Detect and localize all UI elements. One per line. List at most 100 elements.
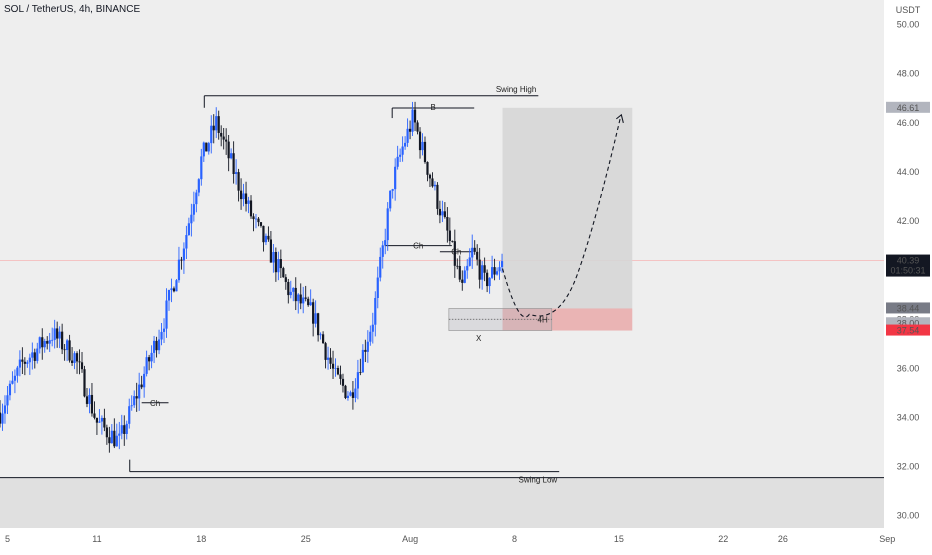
candle-body-28 [68,340,71,361]
candle-body-113 [279,259,282,269]
candle-body-84 [207,143,210,152]
candle-body-156 [386,208,389,241]
candle-body-160 [396,156,399,167]
long-position-target-zone [502,107,633,309]
price-tag-label-3: 38.00 [897,318,920,328]
candle-body-51 [125,423,128,434]
candle-body-196 [486,272,489,287]
candle-body-69 [170,288,173,291]
candle-body-147 [364,349,367,352]
chart-symbol-title: SOL / TetherUS, 4h, BINANCE [4,4,141,15]
candle-body-106 [262,225,265,243]
candle-body-58 [143,373,146,388]
candle-body-54 [133,396,136,406]
candle-body-184 [456,265,459,267]
candle-body-87 [215,116,218,131]
candle-body-111 [274,251,277,273]
candle-body-119 [294,287,297,302]
candle-body-176 [436,184,439,209]
candle-body-142 [351,392,355,398]
price-tag-label-2: 38.44 [897,303,920,313]
candle-body-138 [341,378,345,386]
candle-body-132 [326,357,330,360]
price-tick-label-2: 34.00 [897,412,920,422]
candle-body-195 [483,265,486,273]
candle-body-85 [210,125,213,144]
candle-body-82 [202,142,205,157]
candle-body-183 [453,241,456,266]
candle-body-187 [463,270,466,283]
candle-body-53 [130,405,133,407]
time-tick-label-0: 5 [5,534,10,544]
price-tag-bg-2 [886,302,930,314]
candle-body-74 [182,248,186,261]
candle-body-188 [466,265,469,271]
candle-body-34 [83,369,86,397]
time-axis[interactable]: 5 11 18 25 Aug 8 15 22 26 Sep [0,528,932,550]
price-tag-label-0: 46.61 [897,103,920,113]
chart-canvas[interactable]: 4H Swing High Swing Low B Ch Ch Ch X [0,0,884,528]
candle-body-130 [321,334,325,344]
choch-label-0: Ch [150,399,160,408]
candle-body-42 [103,417,106,428]
candle-body-162 [401,146,404,155]
candle-body-91 [225,139,228,142]
candle-body-79 [195,192,198,205]
b-level-label: B [431,103,436,112]
price-axis[interactable]: USDT 30.00 32.00 34.00 36.00 38.00 42.00 44.00 4… [884,0,932,528]
candle-body-131 [324,343,327,360]
candle-body-107 [264,235,268,243]
candle-body-167 [413,109,417,123]
candle-body-75 [185,235,188,249]
candle-body-182 [451,240,454,242]
candle-body-115 [284,277,287,282]
candle-body-148 [366,341,369,352]
swing-low-zone [0,477,884,528]
candle-body-121 [299,294,302,304]
candle-body-40 [98,421,101,423]
candle-body-1 [1,413,4,424]
projected-path-arrowhead [615,113,624,124]
candle-body-197 [488,277,491,287]
candle-body-38 [93,413,96,418]
chart-plot-area[interactable]: 4H Swing High Swing Low B Ch Ch Ch X SOL / Teth… [0,0,884,528]
price-tick-label-6: 42.00 [897,216,920,226]
candle-body-78 [192,204,195,215]
candle-body-15 [36,348,39,361]
candle-body-81 [200,156,203,180]
candle-body-151 [374,298,377,325]
candle-body-64 [157,339,161,351]
candle-body-140 [346,395,350,399]
price-tag-2: 38.44 [886,302,930,314]
candle-body-30 [73,353,76,363]
candle-body-123 [304,297,307,299]
price-tag-bg-3 [886,317,930,329]
candle-body-19 [46,341,49,344]
candle-body-190 [471,247,474,258]
candle-body-149 [369,331,372,342]
price-axis-svg: USDT 30.00 32.00 34.00 36.00 38.00 42.00 44.00 4… [886,5,930,521]
candle-body-24 [58,331,61,339]
candle-body-193 [478,259,481,280]
candle-body-194 [481,265,484,280]
candle-body-25 [61,331,64,350]
candle-body-4 [8,383,12,396]
candle-body-128 [317,313,320,336]
candle-body-88 [217,116,220,133]
time-tick-label-3: 25 [301,534,311,544]
candle-body-63 [155,340,158,351]
candle-body-114 [282,268,285,278]
candle-body-98 [242,193,245,200]
candle-body-122 [302,297,305,304]
candle-body-9 [21,359,24,362]
candle-body-27 [66,340,69,351]
candle-body-180 [446,217,449,231]
candle-body-44 [108,437,111,444]
price-tag-bg-4 [886,324,930,336]
time-axis-svg: 5 11 18 25 Aug 8 15 22 26 Sep [5,534,895,544]
long-position-stop-zone [502,308,633,331]
candle-body-179 [443,211,446,218]
candle-body-8 [18,359,21,368]
candle-body-92 [227,141,230,159]
